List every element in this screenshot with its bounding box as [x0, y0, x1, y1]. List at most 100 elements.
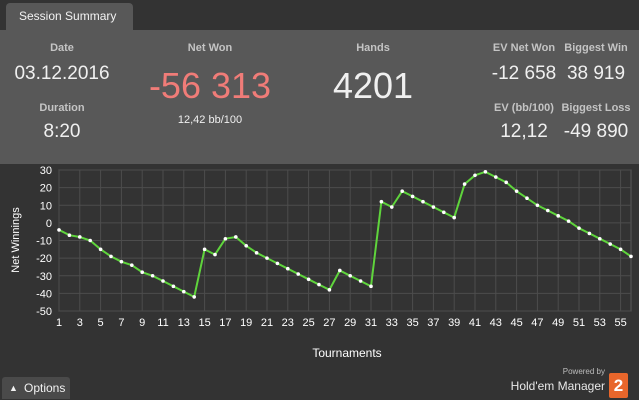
hands-value: 4201 — [332, 65, 414, 106]
data-point — [348, 273, 353, 278]
data-point — [598, 236, 602, 241]
y-tick-label: 20 — [40, 183, 52, 195]
data-point — [182, 289, 186, 294]
y-tick-label: -30 — [36, 271, 52, 283]
data-point — [369, 284, 373, 289]
data-point — [109, 254, 113, 259]
x-tick-label: 17 — [219, 317, 231, 329]
data-point — [358, 279, 363, 283]
x-tick-label: 29 — [344, 317, 356, 329]
x-tick-label: 35 — [406, 317, 418, 329]
data-point — [494, 175, 498, 179]
data-point — [587, 231, 592, 236]
ev-bb100-value: 12,12 — [500, 121, 548, 142]
brand-name: Hold'em Manager — [510, 379, 605, 393]
biggest-win-label: Biggest Win — [564, 42, 628, 54]
data-point — [296, 272, 301, 276]
data-point — [78, 235, 82, 239]
duration-value: 8:20 — [43, 121, 81, 142]
data-point — [379, 199, 384, 204]
y-tick-label: -50 — [36, 306, 52, 318]
tab-bar: Session Summary — [0, 0, 639, 31]
data-point — [400, 189, 405, 193]
x-tick-label: 9 — [139, 317, 145, 329]
data-point — [421, 199, 425, 204]
data-point — [119, 259, 124, 264]
ev-net-won-value: -12 658 — [491, 63, 557, 84]
y-axis-title: Net Winnings — [10, 207, 22, 273]
data-point — [431, 205, 436, 209]
y-axis-ticks: 30 20 10 0 -10 -20 -30 -40 -50 — [36, 165, 52, 318]
biggest-loss-label: Biggest Loss — [561, 102, 631, 114]
x-tick-label: 51 — [573, 317, 585, 329]
date-value: 03.12.2016 — [14, 63, 110, 84]
data-point — [150, 273, 155, 278]
powered-by-label: Powered by — [562, 367, 605, 376]
data-point — [410, 194, 415, 199]
data-point — [629, 254, 633, 259]
y-tick-label: 10 — [40, 200, 52, 212]
data-point — [473, 173, 477, 178]
holdem-manager-logo: 2 — [609, 373, 628, 398]
ev-net-won-label: EV Net Won — [492, 42, 556, 54]
series-points — [57, 169, 633, 299]
data-point — [244, 243, 248, 248]
data-point — [192, 295, 196, 299]
series-line — [58, 170, 632, 299]
data-point — [98, 247, 103, 252]
data-point — [618, 247, 623, 252]
y-tick-label: 30 — [40, 165, 52, 177]
data-point — [67, 233, 72, 238]
x-tick-label: 31 — [365, 317, 377, 329]
data-point — [171, 284, 176, 289]
x-tick-label: 19 — [240, 317, 252, 329]
data-point — [234, 235, 238, 239]
session-summary-panel: Date 03.12.2016 Duration 8:20 Net Won -5… — [0, 30, 639, 164]
data-point — [317, 282, 321, 287]
x-tick-label: 55 — [614, 317, 626, 329]
data-point — [202, 247, 207, 252]
data-point — [535, 203, 540, 208]
data-point — [577, 226, 581, 230]
data-point — [338, 268, 342, 273]
x-tick-label: 3 — [77, 317, 83, 329]
data-point — [525, 196, 529, 200]
x-tick-label: 27 — [323, 317, 335, 329]
data-point — [130, 263, 134, 267]
data-point — [514, 189, 519, 193]
x-tick-label: 49 — [552, 317, 564, 329]
duration-label: Duration — [39, 102, 85, 114]
x-tick-label: 7 — [118, 317, 124, 329]
data-point — [265, 256, 269, 260]
tab-session-summary[interactable]: Session Summary — [6, 3, 133, 31]
x-tick-label: 13 — [178, 317, 190, 329]
chevron-up-icon: ▲ — [9, 383, 18, 393]
data-point — [566, 219, 571, 223]
data-point — [556, 214, 560, 218]
net-won-value: -56 313 — [148, 65, 272, 106]
options-label: Options — [24, 381, 66, 395]
y-tick-label: -40 — [36, 288, 52, 300]
options-button[interactable]: ▲ Options — [2, 377, 70, 399]
data-point — [275, 261, 280, 266]
data-point — [213, 252, 217, 257]
date-label: Date — [50, 42, 74, 54]
x-axis-title: Tournaments — [312, 346, 381, 360]
data-point — [390, 205, 394, 209]
x-tick-label: 11 — [157, 317, 168, 329]
x-tick-label: 37 — [427, 317, 439, 329]
data-point — [286, 266, 290, 271]
net-won-bb100: 12,42 bb/100 — [177, 114, 243, 126]
x-tick-label: 1 — [56, 317, 62, 329]
footer-bar: ▲ Options Powered by Hold'em Manager 2 — [0, 367, 639, 400]
x-tick-label: 53 — [594, 317, 606, 329]
data-point — [483, 169, 488, 174]
data-point — [504, 180, 509, 185]
data-point — [462, 182, 467, 186]
ev-bb100-label: EV (bb/100) — [494, 102, 554, 114]
hands-label: Hands — [356, 42, 390, 54]
data-point — [57, 228, 61, 232]
x-tick-label: 5 — [98, 317, 104, 329]
y-tick-label: -10 — [36, 236, 52, 248]
